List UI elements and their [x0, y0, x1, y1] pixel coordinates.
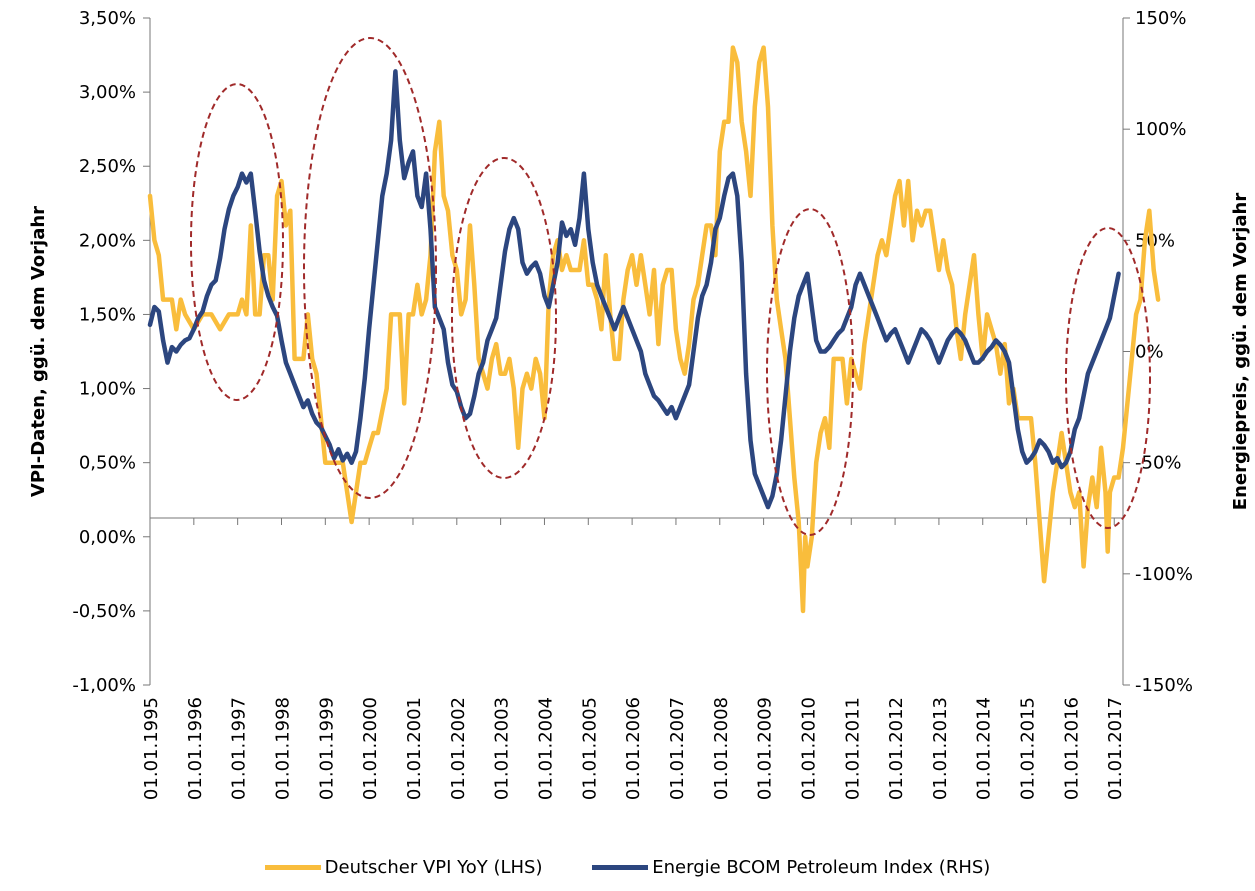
x-tick-label: 01.01.2017 — [1105, 697, 1126, 800]
legend-item-cpi: Deutscher VPI YoY (LHS) — [264, 857, 543, 878]
legend-label-cpi: Deutscher VPI YoY (LHS) — [324, 857, 543, 878]
right-tick-label: 150% — [1135, 8, 1186, 29]
x-tick-label: 01.01.2010 — [798, 697, 819, 800]
highlight-ellipse — [766, 208, 854, 536]
left-tick-label: 0,00% — [79, 527, 136, 548]
highlight-ellipse — [303, 37, 437, 499]
left-tick-label: -1,00% — [72, 675, 136, 696]
left-tick-label: 2,50% — [79, 156, 136, 177]
highlight-ellipse — [451, 157, 557, 479]
highlight-ellipse — [1065, 227, 1151, 529]
left-tick-label: 0,50% — [79, 453, 136, 474]
legend-swatch-cpi — [264, 865, 321, 870]
x-tick-label: 01.01.2013 — [930, 697, 951, 800]
left-tick-label: -0,50% — [72, 601, 136, 622]
left-tick-label: 1,00% — [79, 379, 136, 400]
x-tick-label: 01.01.2009 — [755, 697, 776, 800]
x-tick-label: 01.01.2006 — [623, 697, 644, 800]
x-tick-label: 01.01.2015 — [1018, 697, 1039, 800]
x-tick-label: 01.01.2003 — [492, 697, 513, 800]
right-tick-label: -100% — [1135, 564, 1193, 585]
series-line-energy — [147, 69, 1121, 510]
right-tick-label: 50% — [1135, 230, 1175, 251]
left-tick-label: 3,00% — [79, 82, 136, 103]
x-tick-label: 01.01.1995 — [141, 697, 162, 800]
x-tick-label: 01.01.1997 — [229, 697, 250, 800]
left-tick-label: 2,00% — [79, 230, 136, 251]
x-tick-label: 01.01.1999 — [316, 697, 337, 800]
series-line-cpi — [147, 45, 1161, 614]
x-tick-label: 01.01.1996 — [185, 697, 206, 800]
legend-label-energy: Energie BCOM Petroleum Index (RHS) — [652, 857, 991, 878]
highlight-ellipse — [190, 83, 284, 401]
right-tick-label: 100% — [1135, 119, 1186, 140]
left-axis-title: VPI-Daten, ggü. dem Vorjahr — [28, 206, 49, 497]
x-tick-label: 01.01.2012 — [886, 697, 907, 800]
x-tick-label: 01.01.2014 — [974, 697, 995, 800]
x-tick-label: 01.01.2011 — [842, 697, 863, 800]
left-tick-label: 1,50% — [79, 304, 136, 325]
x-tick-label: 01.01.2001 — [404, 697, 425, 800]
x-tick-label: 01.01.1998 — [272, 697, 293, 800]
legend-item-energy: Energie BCOM Petroleum Index (RHS) — [592, 857, 990, 878]
left-tick-label: 3,50% — [79, 8, 136, 29]
x-tick-label: 01.01.2008 — [711, 697, 732, 800]
x-tick-label: 01.01.2002 — [448, 697, 469, 800]
legend: Deutscher VPI YoY (LHS) Energie BCOM Pet… — [0, 854, 1255, 878]
right-tick-label: -50% — [1135, 453, 1182, 474]
x-tick-label: 01.01.2005 — [579, 697, 600, 800]
x-tick-label: 01.01.2000 — [360, 697, 381, 800]
right-tick-label: -150% — [1135, 675, 1193, 696]
x-tick-label: 01.01.2016 — [1061, 697, 1082, 800]
x-tick-label: 01.01.2007 — [667, 697, 688, 800]
legend-swatch-energy — [592, 865, 649, 870]
right-axis-title: Energiepreis, ggü. dem Vorjahr — [1230, 193, 1251, 511]
x-tick-label: 01.01.2004 — [535, 697, 556, 800]
